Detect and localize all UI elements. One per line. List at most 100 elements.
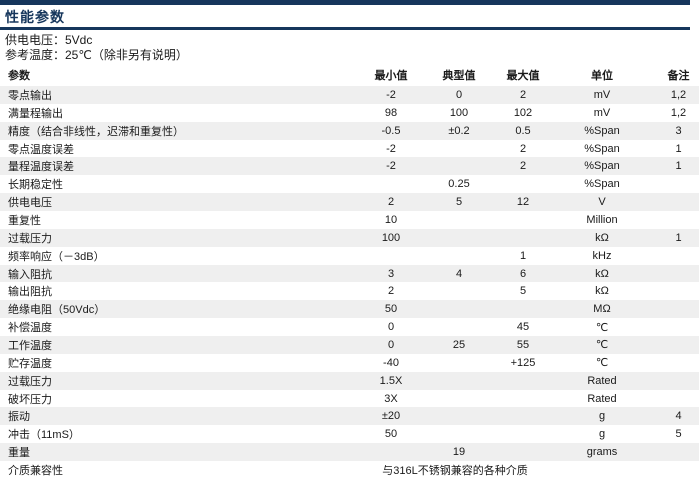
unit-cell: kHz [592, 249, 612, 262]
param-name-cell: 频率响应（－3dB） [8, 250, 105, 263]
reference-temperature-line: 参考温度：25℃（除非另有说明） [5, 48, 188, 62]
header-unit: 单位 [591, 70, 613, 82]
min-value-cell: -0.5 [381, 124, 401, 137]
max-value-cell: 5 [519, 285, 527, 298]
unit-cell: kΩ [595, 267, 609, 280]
typ-value-cell: 25 [452, 338, 466, 351]
table-row: 破坏压力 3X Rated [0, 390, 699, 408]
typ-value-cell: 5 [455, 196, 463, 209]
param-name-cell: 输出阻抗 [8, 286, 52, 299]
min-value-cell: 3X [384, 392, 398, 405]
table-row: 零点输出 -2 0 2 mV 1,2 [0, 86, 699, 104]
min-value-cell: -2 [386, 88, 396, 101]
param-name-cell: 精度（结合非线性，迟滞和重复性） [8, 125, 184, 138]
note-cell: 1 [675, 231, 682, 244]
span-value-cell: 与316L不锈钢兼容的各种介质 [382, 464, 528, 477]
header-min: 最小值 [374, 70, 408, 82]
note-cell: 1,2 [670, 88, 687, 101]
param-name-cell: 介质兼容性 [8, 464, 63, 477]
note-cell: 4 [675, 410, 682, 423]
max-value-cell: 102 [513, 106, 533, 119]
unit-cell: ℃ [595, 321, 609, 334]
min-value-cell: 3 [387, 267, 395, 280]
unit-cell: ℃ [595, 339, 609, 352]
unit-cell: kΩ [595, 231, 609, 244]
param-name-cell: 满量程输出 [8, 107, 63, 120]
max-value-cell: 2 [519, 142, 527, 155]
max-value-cell: 55 [516, 338, 530, 351]
unit-cell: Rated [587, 392, 617, 405]
unit-cell: %Span [584, 178, 620, 191]
unit-cell: %Span [584, 124, 620, 137]
max-value-cell: 12 [516, 196, 530, 209]
table-row: 重复性 10 Million [0, 211, 699, 229]
typ-value-cell: 4 [455, 267, 463, 280]
top-accent-bar [0, 0, 690, 5]
param-name-cell: 重量 [8, 447, 30, 460]
header-param: 参数 [8, 70, 30, 82]
min-value-cell: ±20 [381, 410, 401, 423]
table-row: 输入阻抗 3 4 6 kΩ [0, 264, 699, 283]
table-row: 量程温度误差 -2 2 %Span 1 [0, 157, 699, 176]
typ-value-cell: 0 [455, 88, 463, 101]
table-header-row: 参数 最小值 典型值 最大值 单位 备注 [0, 64, 699, 86]
unit-cell: Million [586, 213, 618, 226]
max-value-cell: 0.5 [515, 124, 531, 137]
unit-cell: Rated [587, 374, 617, 387]
table-row: 重量 19 grams [0, 443, 699, 462]
title-underline [0, 27, 690, 30]
typ-value-cell: ±0.2 [448, 124, 470, 137]
table-row: 贮存温度 -40 +125 ℃ [0, 354, 699, 372]
max-value-cell: 2 [519, 88, 527, 101]
unit-cell: MΩ [593, 303, 611, 316]
param-name-cell: 贮存温度 [8, 357, 52, 370]
table-row: 过载压力 1.5X Rated [0, 371, 699, 390]
max-value-cell: 45 [516, 321, 530, 334]
table-row: 零点温度误差 -2 2 %Span 1 [0, 140, 699, 158]
unit-cell: g [598, 410, 606, 423]
table-row: 过载压力 100 kΩ 1 [0, 228, 699, 247]
table-row: 输出阻抗 2 5 kΩ [0, 282, 699, 300]
table-row: 介质兼容性 与316L不锈钢兼容的各种介质 [0, 461, 699, 478]
param-name-cell: 破坏压力 [8, 393, 52, 406]
param-name-cell: 振动 [8, 411, 30, 424]
header-max: 最大值 [506, 70, 540, 82]
table-row: 补偿温度 0 45 ℃ [0, 318, 699, 336]
unit-cell: %Span [584, 160, 620, 173]
min-value-cell: 0 [387, 321, 395, 334]
min-value-cell: -2 [386, 142, 396, 155]
unit-cell: V [598, 196, 606, 209]
header-note: 备注 [667, 70, 690, 82]
typ-value-cell: 19 [452, 446, 466, 459]
param-name-cell: 重复性 [8, 214, 41, 227]
unit-cell: mV [593, 88, 611, 101]
table-row: 冲击（11mS） 50 g 5 [0, 425, 699, 443]
note-cell: 5 [675, 428, 682, 441]
unit-cell: g [598, 428, 606, 441]
max-value-cell: 2 [519, 160, 527, 173]
table-row: 满量程输出 98 100 102 mV 1,2 [0, 104, 699, 122]
unit-cell: grams [586, 446, 618, 459]
min-value-cell: -2 [386, 160, 396, 173]
min-value-cell: 50 [384, 303, 398, 316]
note-cell: 1 [675, 142, 682, 155]
parameters-table: 参数 最小值 典型值 最大值 单位 备注 零点输出 -2 0 2 mV 1,2 满量程输出 9… [0, 64, 699, 478]
param-name-cell: 零点输出 [8, 89, 52, 102]
page-title: 性能参数 [5, 9, 65, 25]
param-name-cell: 输入阻抗 [8, 268, 52, 281]
table-row: 绝缘电阻（50Vdc） 50 MΩ [0, 300, 699, 319]
max-value-cell: +125 [510, 356, 536, 369]
min-value-cell: 10 [384, 213, 398, 226]
param-name-cell: 过载压力 [8, 375, 52, 388]
param-name-cell: 工作温度 [8, 339, 52, 352]
table-row: 精度（结合非线性，迟滞和重复性） -0.5 ±0.2 0.5 %Span 3 [0, 121, 699, 140]
unit-cell: mV [593, 106, 611, 119]
table-row: 频率响应（－3dB） 1 kHz [0, 247, 699, 265]
table-row: 长期稳定性 0.25 %Span [0, 175, 699, 193]
header-typ: 典型值 [442, 70, 476, 82]
min-value-cell: 50 [384, 428, 398, 441]
max-value-cell: 1 [519, 249, 527, 262]
min-value-cell: 2 [387, 285, 395, 298]
param-name-cell: 绝缘电阻（50Vdc） [8, 304, 106, 317]
param-name-cell: 过载压力 [8, 232, 52, 245]
